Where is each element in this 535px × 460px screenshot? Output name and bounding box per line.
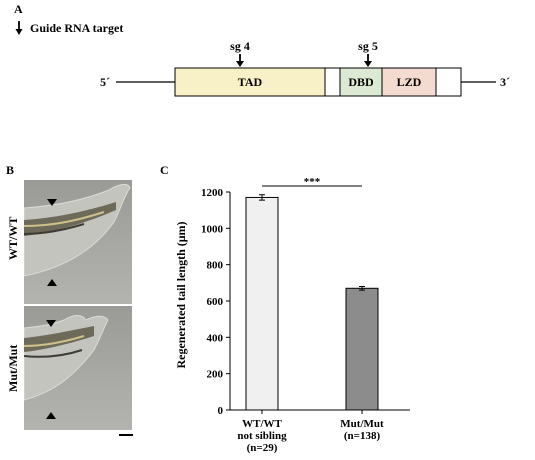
wt-top-marker-icon [47,199,57,206]
panel-b-letter: B [6,163,15,177]
guide-sg4-arrow-icon [236,54,244,67]
guide-sg5-arrow-icon [364,54,372,67]
mut-top-marker-icon [46,320,56,327]
legend-text: Guide RNA target [30,20,124,35]
domain-tad-label: TAD [238,75,263,89]
bar-1 [345,287,379,411]
bar-0 [245,196,279,411]
wt-tail-image [24,180,132,304]
mut-bottom-marker-icon [46,412,56,419]
scale-bar [119,434,133,436]
y-axis-label: Regenerated tail length (μm) [174,221,188,368]
wt-tail-photo [24,180,132,304]
y-tick-label: 400 [207,332,224,344]
mut-photo-label: Mut/Mut [6,344,20,392]
panel-a-letter: A [14,2,23,16]
guide-rna-legend: Guide RNA target [14,20,123,36]
error-bar-1 [359,285,365,291]
domain-dbd [339,67,383,97]
down-arrow-icon [15,21,23,35]
y-tick-label: 1000 [201,223,224,235]
guide-sg4-label: sg 4 [230,39,250,53]
tail-length-chart: Regenerated tail length (μm) 0 200 400 600 8… [174,176,410,454]
domain-dbd-label: DBD [348,75,374,89]
x-category-label-1: Mut/Mut (n=138) [340,418,384,442]
five-prime-label: 5´ [100,75,110,89]
domain-lzd-label: LZD [397,75,422,89]
y-tick-label: 600 [207,296,224,308]
three-prime-label: 3´ [500,75,510,89]
y-tick-label: 1200 [201,187,224,199]
mut-tail-image [24,306,132,430]
error-bar-0 [259,194,265,201]
x-category-label-0: WT/WT not sibling (n=29) [237,418,287,454]
wt-bottom-marker-icon [47,279,57,286]
guide-sg5-label: sg 5 [358,39,378,53]
y-tick-label: 800 [207,260,224,272]
mut-tail-photo [24,306,132,430]
domain-lzd [381,67,437,97]
y-tick-label: 0 [218,405,224,417]
panel-c-letter: C [160,163,169,177]
domain-tad [174,67,326,97]
significance-label: *** [304,176,321,188]
y-tick-label: 200 [207,369,224,381]
gene-diagram: TAD DBD LZD 5´ 3´ sg 4 sg 5 [100,39,510,97]
wt-photo-label: WT/WT [6,216,20,260]
